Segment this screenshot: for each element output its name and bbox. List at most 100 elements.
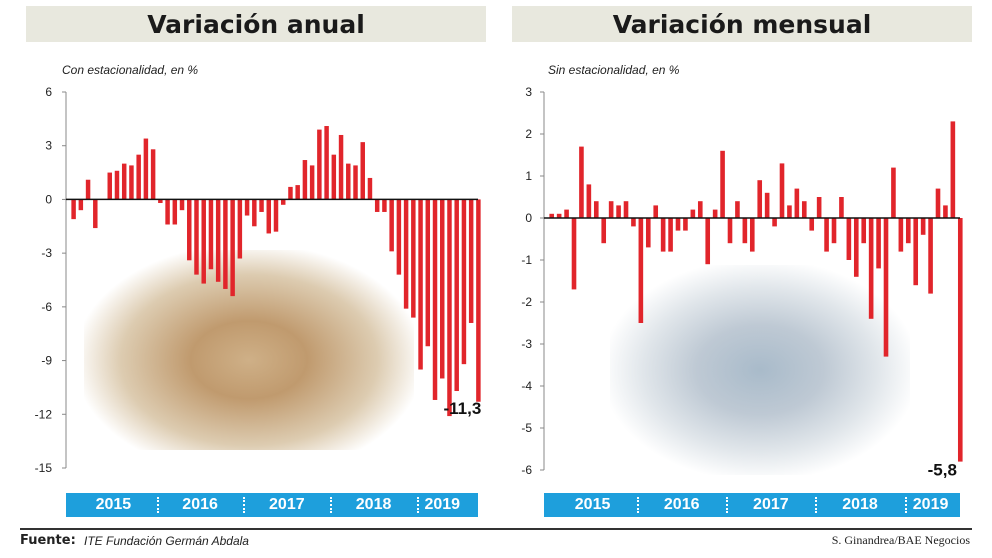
monthly-bar [631,218,636,227]
annual-y-tick-label: -9 [41,354,52,368]
annual-year-separator [156,497,159,513]
annual-year-label-2019: 2019 [424,496,461,513]
annual-year-separator [416,497,419,513]
annual-bar [476,199,481,402]
annual-bar [223,199,228,289]
monthly-bar [794,188,800,218]
annual-bar [302,160,308,200]
annual-chart-title: Variación anual [147,9,365,39]
monthly-y-tick-label: 3 [525,85,532,99]
annual-bar [230,199,235,297]
annual-year-label-2017: 2017 [269,496,305,513]
monthly-year-separator [815,497,818,513]
annual-bar [309,165,315,200]
monthly-bar [586,184,592,218]
annual-bar [179,199,185,211]
monthly-bar [727,218,733,244]
monthly-bar [905,218,911,244]
monthly-bar [668,218,673,252]
monthly-bar [868,218,874,319]
annual-year-separator [243,497,246,513]
monthly-bar [608,201,614,218]
monthly-bar [816,197,822,218]
annual-bar [468,199,474,323]
monthly-bar [720,150,725,218]
monthly-y-tick-label: 1 [525,169,532,183]
monthly-y-tick-label: -4 [521,379,532,393]
annual-bar [266,199,272,234]
annual-bar [136,154,141,200]
annual-bar [280,199,286,205]
annual-year-label-2015: 2015 [95,496,132,513]
monthly-bar [690,209,696,218]
monthly-bar [839,197,844,218]
annual-bar [208,199,214,270]
monthly-bar [757,180,763,218]
annual-bar [360,142,365,200]
monthly-year-label-2019: 2019 [912,496,949,513]
annual-bar [346,163,351,200]
monthly-bar [801,201,807,218]
annual-bar [382,199,387,212]
monthly-bar [742,218,748,244]
monthly-bar [653,205,659,218]
annual-y-tick-label: 3 [45,139,52,153]
annual-bar [331,154,337,200]
monthly-bar [957,218,963,462]
monthly-y-tick-label: -1 [521,253,532,267]
monthly-year-separator [637,497,640,513]
annual-bar [244,199,250,216]
annual-bar [353,165,358,200]
annual-bar [295,185,300,200]
annual-bar [411,199,416,318]
monthly-bar [571,218,577,290]
annual-variation-panel: Variación anual Con estacionalidad, en %… [14,0,490,525]
annual-year-label-2016: 2016 [182,496,218,513]
annual-bar [93,199,98,229]
annual-bar [215,199,221,282]
annual-bar [324,126,329,200]
annual-bar [158,199,163,204]
monthly-bar [749,218,755,252]
annual-bar [107,172,112,200]
monthly-year-label-2015: 2015 [574,496,611,513]
annual-bar [367,177,373,200]
monthly-title-bar: Variación mensual [512,6,972,42]
monthly-bar [913,218,919,286]
monthly-year-label-2016: 2016 [663,496,700,513]
monthly-y-tick-label: 2 [525,127,532,141]
footer-source-text: ITE Fundación Germán Abdala [84,534,249,548]
annual-year-separator [330,497,333,513]
annual-chart-canvas: 6 3 0 -3 -6 -9 -12 -15 -11,3 [35,85,482,475]
annual-bar [172,199,178,225]
annual-bar [396,199,402,275]
monthly-bar [623,201,629,218]
supermarket-photo [610,265,910,475]
annual-bar [432,199,438,400]
annual-bar [288,186,293,200]
monthly-bar [549,213,555,218]
monthly-bar [883,218,889,357]
annual-bar [237,199,243,259]
monthly-bar [675,218,681,231]
annual-bar [454,199,459,392]
monthly-bar [660,218,666,252]
market-photo [84,250,414,450]
monthly-chart-canvas: 3 2 1 0 -1 -2 -3 -4 -5 -6 -5,8 [521,85,963,480]
monthly-bar [928,218,933,294]
monthly-bar [683,218,688,231]
annual-bar [425,199,431,347]
footer-divider [20,528,972,530]
monthly-y-tick-label: -2 [521,295,532,309]
annual-y-tick-label: -6 [41,300,52,314]
monthly-bar [935,188,941,218]
monthly-bar [556,213,562,218]
monthly-bar [943,205,948,218]
annual-bar [389,199,394,252]
annual-y-tick-label: 0 [45,192,52,206]
monthly-bar [638,218,644,323]
annual-bar [143,138,149,200]
monthly-bar [593,201,599,218]
monthly-chart-title: Variación mensual [612,9,872,39]
annual-bar [71,199,76,220]
